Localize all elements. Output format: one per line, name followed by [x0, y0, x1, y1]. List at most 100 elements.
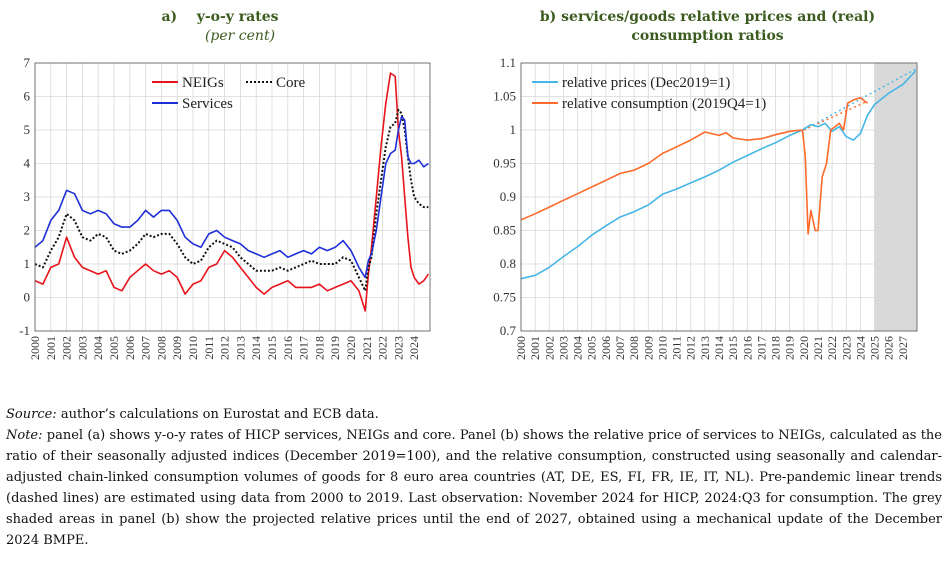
x-tick-label: 2009 — [641, 336, 655, 360]
legend-label: NEIGs — [182, 75, 224, 91]
y-tick-label: 2 — [24, 223, 31, 238]
x-tick-label: 2023 — [839, 336, 853, 360]
note-label: Note: — [6, 428, 43, 443]
y-tick-label: 7 — [24, 55, 31, 70]
x-tick-label: 2004 — [571, 336, 585, 360]
y-tick-label: 6 — [24, 89, 31, 104]
x-tick-label: 2007 — [613, 336, 627, 360]
x-tick-label: 2017 — [297, 336, 311, 360]
x-tick-label: 2011 — [202, 336, 216, 360]
x-tick-label: 2007 — [139, 336, 153, 360]
x-tick-label: 2012 — [218, 336, 232, 360]
legend-label: relative consumption (2019Q4=1) — [562, 96, 766, 112]
x-tick-label: 2008 — [627, 336, 641, 360]
x-tick-label: 2016 — [740, 336, 754, 360]
x-tick-label: 2012 — [684, 336, 698, 360]
x-tick-label: 2001 — [528, 336, 542, 360]
panel-a-title-text: y-o-y rates — [196, 9, 279, 25]
x-tick-label: 2005 — [107, 336, 121, 360]
panel-a-letter: a) — [161, 9, 178, 25]
x-tick-label: 2025 — [868, 336, 882, 360]
note-line: Note: panel (a) shows y-o-y rates of HIC… — [6, 425, 942, 551]
x-tick-label: 2021 — [811, 336, 825, 360]
x-tick-label: 2026 — [882, 336, 896, 360]
trend-line — [803, 67, 918, 131]
x-tick-label: 2022 — [825, 336, 839, 360]
panel-b-title-text: services/goods relative prices and (real… — [561, 9, 876, 44]
x-tick-label: 2020 — [797, 336, 811, 360]
series-line — [34, 115, 429, 279]
y-tick-label: 1 — [510, 122, 517, 137]
x-tick-label: 2023 — [391, 336, 405, 360]
x-tick-label: 2000 — [514, 336, 528, 360]
series-line — [34, 72, 430, 312]
y-tick-label: 5 — [24, 122, 31, 137]
x-tick-label: 2006 — [123, 336, 137, 360]
x-tick-label: 2015 — [265, 336, 279, 360]
x-tick-label: 2009 — [170, 336, 184, 360]
x-tick-label: 2018 — [769, 336, 783, 360]
y-tick-label: -1 — [19, 323, 30, 338]
x-tick-label: 2014 — [249, 336, 263, 360]
x-tick-label: 2002 — [60, 336, 74, 360]
x-tick-label: 2006 — [599, 336, 613, 360]
x-tick-label: 2022 — [376, 336, 390, 360]
series-line — [34, 108, 429, 292]
panel-b-letter: b) — [539, 9, 557, 25]
x-tick-label: 2024 — [853, 336, 867, 360]
panel-a-title: a) y-o-y rates (per cent) — [120, 8, 320, 46]
y-tick-label: 1 — [24, 256, 31, 271]
x-tick-label: 2002 — [542, 336, 556, 360]
y-tick-label: 0.8 — [500, 256, 516, 271]
x-tick-label: 2001 — [44, 336, 58, 360]
plot-frame — [34, 62, 431, 332]
x-tick-label: 2019 — [783, 336, 797, 360]
plot-frame — [520, 62, 918, 332]
y-tick-label: 0 — [24, 290, 31, 305]
x-tick-label: 2010 — [186, 336, 200, 360]
y-tick-label: 1.1 — [500, 55, 516, 70]
legend-label: relative prices (Dec2019=1) — [562, 75, 730, 91]
y-tick-label: 0.75 — [493, 290, 516, 305]
x-tick-label: 2004 — [91, 336, 105, 360]
x-tick-label: 2016 — [281, 336, 295, 360]
legend-label: Services — [182, 96, 233, 112]
series-line — [520, 97, 868, 235]
panel-b-title: b) services/goods relative prices and (r… — [505, 8, 910, 46]
legend-label: Core — [276, 75, 306, 91]
panel-a-subtitle: (per cent) — [204, 28, 276, 44]
x-tick-label: 2024 — [407, 336, 421, 360]
x-tick-label: 2010 — [655, 336, 669, 360]
x-tick-label: 2011 — [670, 336, 684, 360]
y-tick-label: 3 — [24, 189, 31, 204]
y-tick-label: 0.85 — [493, 223, 516, 238]
source-line: Source: author’s calculations on Eurosta… — [6, 404, 942, 425]
source-text: author’s calculations on Eurostat and EC… — [56, 407, 379, 422]
x-tick-label: 2027 — [896, 336, 910, 360]
note-text: panel (a) shows y-o-y rates of HICP serv… — [6, 428, 942, 548]
x-tick-label: 2018 — [312, 336, 326, 360]
x-tick-label: 2013 — [233, 336, 247, 360]
footnote: Source: author’s calculations on Eurosta… — [6, 404, 942, 551]
y-tick-label: 0.7 — [500, 323, 517, 338]
source-label: Source: — [6, 407, 57, 422]
x-tick-label: 2014 — [712, 336, 726, 360]
x-tick-label: 2005 — [585, 336, 599, 360]
x-tick-label: 2015 — [726, 336, 740, 360]
y-tick-label: 1.05 — [493, 89, 516, 104]
x-tick-label: 2013 — [698, 336, 712, 360]
series-line — [520, 70, 917, 280]
x-tick-label: 2019 — [328, 336, 342, 360]
x-tick-label: 2003 — [556, 336, 570, 360]
x-tick-label: 2003 — [75, 336, 89, 360]
x-tick-label: 2008 — [154, 336, 168, 360]
x-tick-label: 2000 — [28, 336, 42, 360]
x-tick-label: 2020 — [344, 336, 358, 360]
y-tick-label: 0.95 — [493, 156, 516, 171]
x-tick-label: 2017 — [754, 336, 768, 360]
y-tick-label: 0.9 — [500, 189, 516, 204]
x-tick-label: 2021 — [360, 336, 374, 360]
y-tick-label: 4 — [24, 156, 31, 171]
